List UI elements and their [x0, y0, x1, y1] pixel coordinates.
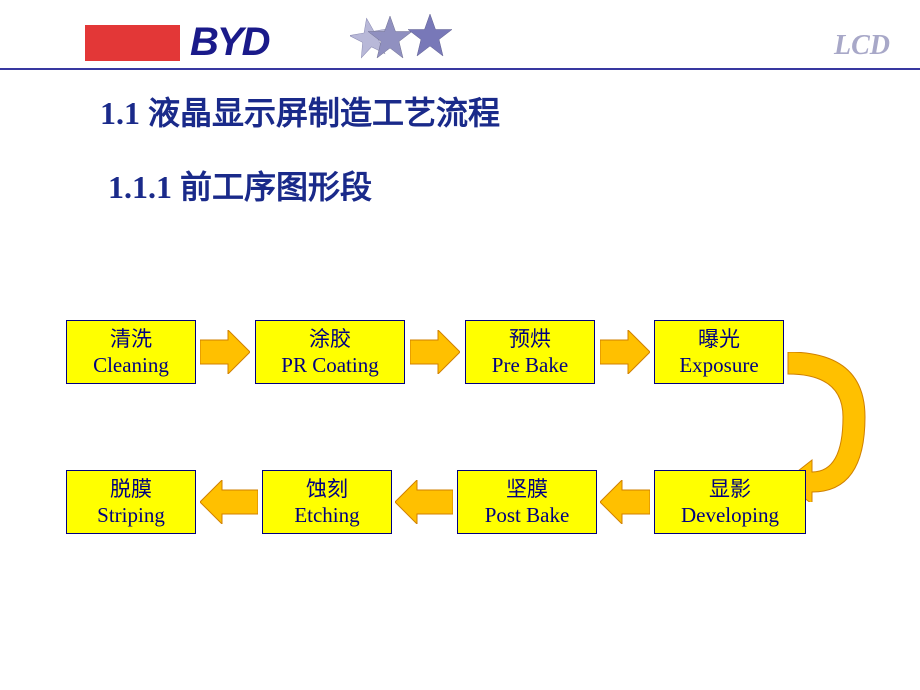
flow-box-cleaning: 清洗Cleaning: [66, 320, 196, 384]
flow-box-developing: 显影Developing: [654, 470, 806, 534]
flow-box-label-en: Post Bake: [458, 502, 596, 528]
flow-box-prebake: 预烘Pre Bake: [465, 320, 595, 384]
flow-arrow: [410, 330, 460, 379]
flow-arrow: [395, 480, 453, 529]
flow-box-label-cn: 显影: [655, 476, 805, 502]
flow-box-label-en: PR Coating: [256, 352, 404, 378]
flow-box-label-en: Exposure: [655, 352, 783, 378]
flow-arrow: [200, 480, 258, 529]
flow-box-label-en: Pre Bake: [466, 352, 594, 378]
flow-box-prcoating: 涂胶PR Coating: [255, 320, 405, 384]
flow-box-label-cn: 蚀刻: [263, 476, 391, 502]
flow-box-label-cn: 涂胶: [256, 326, 404, 352]
flowchart: 清洗Cleaning 涂胶PR Coating 预烘Pre Bake 曝光Exposu…: [0, 0, 920, 690]
flow-box-label-cn: 坚膜: [458, 476, 596, 502]
flow-box-label-en: Striping: [67, 502, 195, 528]
flow-box-postbake: 坚膜Post Bake: [457, 470, 597, 534]
flow-box-label-cn: 预烘: [466, 326, 594, 352]
flow-box-label-cn: 清洗: [67, 326, 195, 352]
flow-box-label-en: Developing: [655, 502, 805, 528]
flow-arrow: [600, 480, 650, 529]
flow-arrow: [200, 330, 250, 379]
flow-box-label-cn: 曝光: [655, 326, 783, 352]
flow-box-label-en: Etching: [263, 502, 391, 528]
flow-box-etching: 蚀刻Etching: [262, 470, 392, 534]
flow-box-striping: 脱膜Striping: [66, 470, 196, 534]
flow-box-label-en: Cleaning: [67, 352, 195, 378]
flow-arrow: [600, 330, 650, 379]
flow-box-label-cn: 脱膜: [67, 476, 195, 502]
flow-box-exposure: 曝光Exposure: [654, 320, 784, 384]
